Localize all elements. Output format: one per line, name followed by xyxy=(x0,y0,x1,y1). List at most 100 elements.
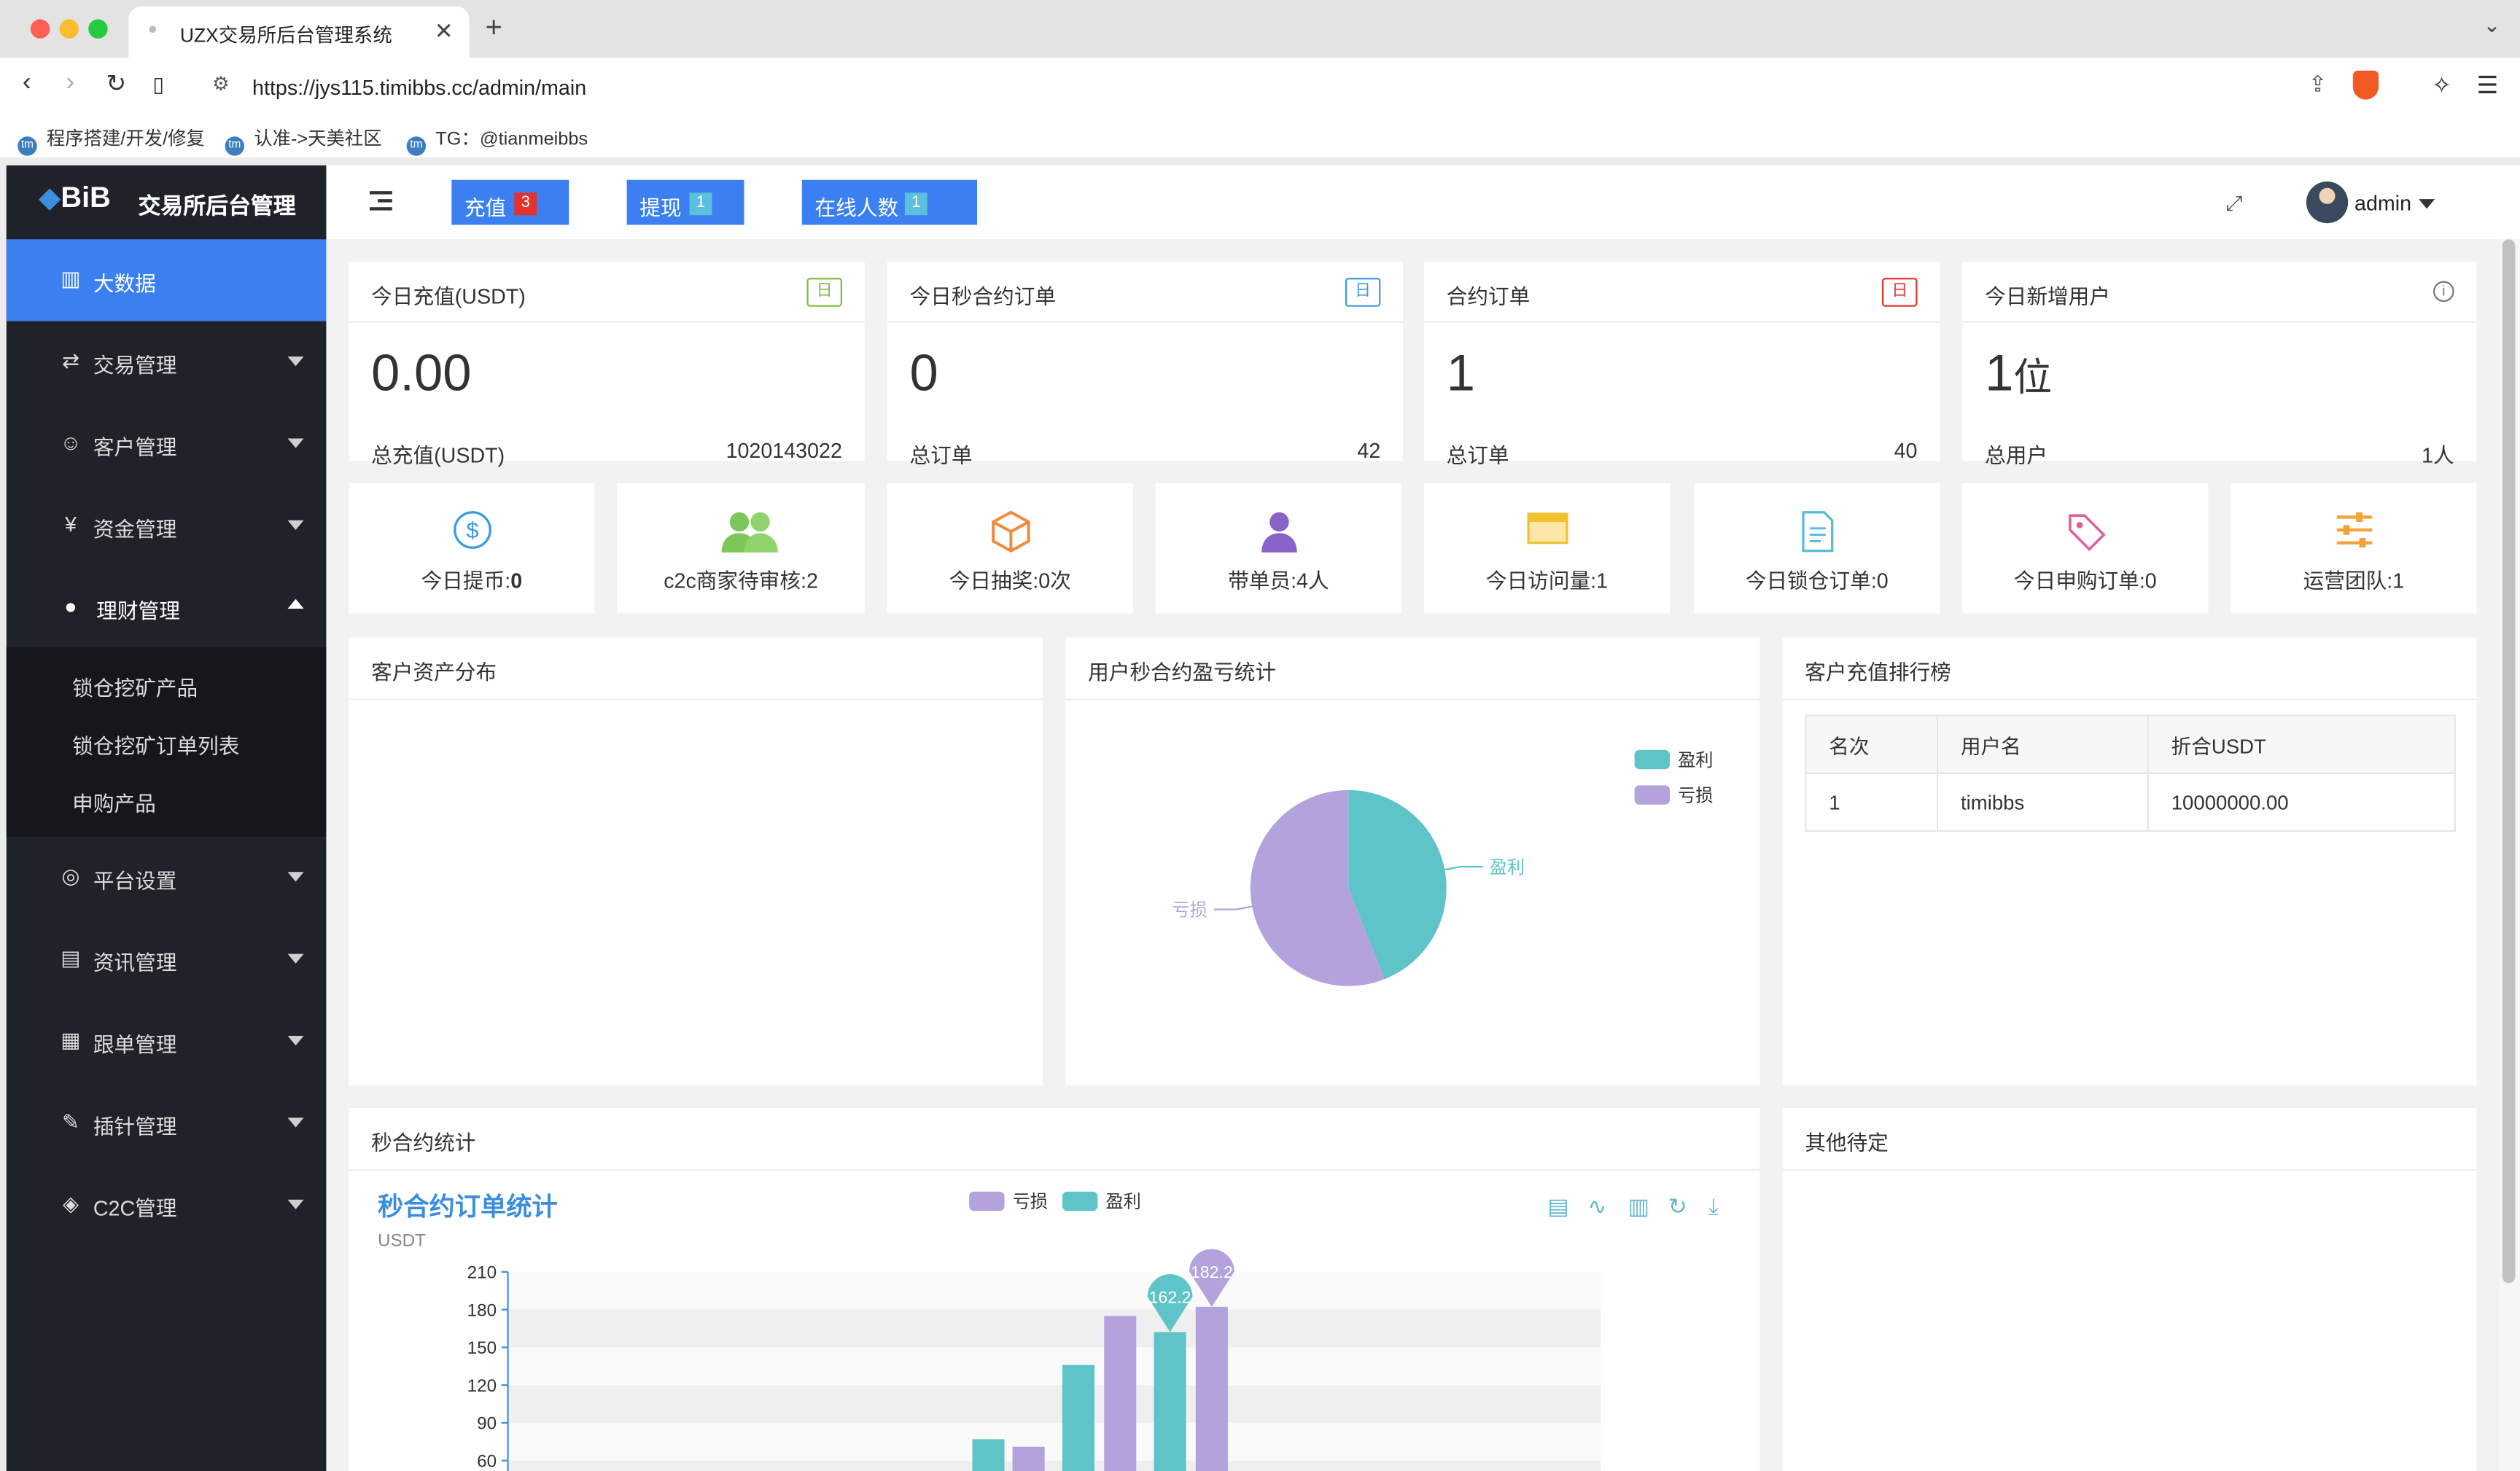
mini-card-c2c-merchants[interactable]: c2c商家待审核:2 xyxy=(617,483,865,614)
bookmark-favicon-icon: tm xyxy=(18,136,37,156)
stat-sub-value: 1人 xyxy=(2422,443,2454,468)
sidebar-item-c2c[interactable]: ◈ C2C管理 xyxy=(7,1164,327,1246)
table-row: 1 timibbs 10000000.00 xyxy=(1805,772,2456,832)
withdraw-chip[interactable]: 提现 1 xyxy=(626,179,744,225)
menu-icon[interactable]: ☰ xyxy=(2476,72,2499,100)
vertical-scrollbar[interactable] xyxy=(2499,239,2520,1471)
bookmark-item[interactable]: tm 程序搭建/开发/修复 xyxy=(18,125,205,156)
legend-label: 亏损 xyxy=(1013,1193,1048,1212)
day-tag: 日 xyxy=(806,278,842,307)
panel-title: 客户充值排行榜 xyxy=(1805,660,1951,684)
settings-icon: ◎ xyxy=(61,864,80,889)
bar-chart-icon[interactable]: ▥ xyxy=(1628,1194,1649,1220)
chevron-down-icon xyxy=(287,520,304,531)
avatar[interactable] xyxy=(2306,181,2349,224)
minimize-window-button[interactable] xyxy=(59,19,79,39)
day-tag: 日 xyxy=(1882,278,1918,307)
mini-card-subscription-orders[interactable]: 今日申购订单:0 xyxy=(1962,483,2209,614)
share-icon[interactable]: ⇪ xyxy=(2308,70,2328,97)
y-axis-unit: USDT xyxy=(378,1231,426,1251)
recharge-chip[interactable]: 充值 3 xyxy=(451,179,569,225)
pie-label-line xyxy=(1213,905,1253,910)
sidebar-item-copy-trading[interactable]: ▦ 跟单管理 xyxy=(7,1001,327,1082)
stat-value: 0.00 xyxy=(371,343,472,402)
legend-label: 盈利 xyxy=(1105,1193,1140,1212)
sidebar-item-trade[interactable]: ⇄ 交易管理 xyxy=(7,321,327,403)
app-logo[interactable]: ◆BiB 交易所后台管理 xyxy=(6,165,327,240)
mini-card-traders[interactable]: 带单员:4人 xyxy=(1155,483,1401,614)
line-chart-icon[interactable]: ∿ xyxy=(1588,1194,1607,1220)
sidebar-item-customers[interactable]: ☺ 客户管理 xyxy=(7,403,327,485)
bookmark-icon[interactable]: ▯ xyxy=(152,72,165,97)
y-tick-label: 60 xyxy=(477,1452,497,1471)
browser-tab[interactable]: ● UZX交易所后台管理系统 ✕ xyxy=(128,6,470,58)
online-users-chip[interactable]: 在线人数 1 xyxy=(801,179,978,225)
stat-sub-value: 1020143022 xyxy=(726,438,842,463)
address-toolbar: ‹ › ↻ ▯ ⚙ https://jys115.timibbs.cc/admi… xyxy=(0,58,2520,116)
download-icon[interactable]: ⤓ xyxy=(1708,1194,1719,1220)
sidebar-item-wealth[interactable]: ● 理财管理 xyxy=(7,567,327,649)
mini-card-lottery[interactable]: 今日抽奖:0次 xyxy=(887,483,1133,614)
user-dropdown-caret-icon[interactable] xyxy=(2419,199,2435,209)
chip-label: 充值 xyxy=(464,195,507,220)
sidebar-item-news[interactable]: ▤ 资讯管理 xyxy=(7,918,327,1000)
close-tab-icon[interactable]: ✕ xyxy=(434,17,454,44)
mini-card-operations-team[interactable]: 运营团队:1 xyxy=(2231,483,2477,614)
grid-band xyxy=(508,1460,1601,1471)
url-field[interactable]: ⚙ https://jys115.timibbs.cc/admin/main ⇪ xyxy=(199,66,2411,107)
ai-sparkle-icon[interactable]: ✧ xyxy=(2431,72,2452,100)
table-header-row: 名次 用户名 折合USDT xyxy=(1805,714,2456,774)
restore-icon[interactable]: ↻ xyxy=(1668,1194,1687,1220)
sidebar-item-label: 客户管理 xyxy=(93,435,177,460)
bookmark-item[interactable]: tm TG：@tianmeibbs xyxy=(406,125,588,156)
sidebar-item-funds[interactable]: ¥ 资金管理 xyxy=(7,485,327,566)
news-icon: ▤ xyxy=(61,945,81,970)
site-settings-icon[interactable]: ⚙ xyxy=(211,72,230,95)
fullscreen-icon[interactable]: ⤢ xyxy=(2225,191,2243,216)
tab-menu-chevron-icon[interactable]: ⌄ xyxy=(2483,12,2501,37)
close-window-button[interactable] xyxy=(30,19,50,39)
mini-card-visits[interactable]: 今日访问量:1 xyxy=(1423,483,1671,614)
new-tab-icon[interactable]: + xyxy=(485,11,502,44)
sidebar-item-platform-settings[interactable]: ◎ 平台设置 xyxy=(7,837,327,918)
sidebar-item-big-data[interactable]: ▥ 大数据 xyxy=(6,239,327,321)
browser-tab-bar: ● UZX交易所后台管理系统 ✕ + ⌄ xyxy=(0,0,2520,58)
mini-card-withdraw[interactable]: $ 今日提币:0 xyxy=(349,483,595,614)
bookmarks-bar: tm 程序搭建/开发/修复 tm 认准->天美社区 tm TG：@tianmeibbs xyxy=(0,115,2520,157)
info-icon[interactable]: i xyxy=(2433,281,2454,303)
bar xyxy=(1062,1365,1094,1471)
mini-label: 今日提币:0 xyxy=(421,568,523,593)
table-cell: 10000000.00 xyxy=(2147,772,2456,832)
data-view-icon[interactable]: ▤ xyxy=(1548,1194,1569,1220)
sidebar-item-pin[interactable]: ✎ 插针管理 xyxy=(7,1082,327,1164)
submenu-item-lock-mining-products[interactable]: 锁仓挖矿产品 xyxy=(72,676,198,701)
y-tick-label: 150 xyxy=(467,1338,497,1358)
mini-card-lock-orders[interactable]: 今日锁仓订单:0 xyxy=(1694,483,1940,614)
stat-sub-value: 42 xyxy=(1357,438,1381,463)
stat-value: 0 xyxy=(909,343,938,402)
mini-label: 今日锁仓订单:0 xyxy=(1745,568,1889,593)
username[interactable]: admin xyxy=(2354,191,2412,216)
scrollbar-thumb[interactable] xyxy=(2502,239,2516,1284)
forward-icon[interactable]: › xyxy=(66,69,75,97)
submenu-item-subscription-products[interactable]: 申购产品 xyxy=(72,792,156,816)
brave-shield-icon[interactable] xyxy=(2352,70,2379,100)
maximize-window-button[interactable] xyxy=(88,19,108,39)
legend-label: 亏损 xyxy=(1678,786,1713,805)
reload-icon[interactable]: ↻ xyxy=(106,70,127,98)
ranking-table: 名次 用户名 折合USDT 1 timibbs 10000000.00 xyxy=(1805,714,2456,832)
panel-title: 其他待定 xyxy=(1805,1130,1889,1155)
stat-sub-label: 总订单 xyxy=(1446,443,1509,468)
collapse-menu-icon[interactable] xyxy=(369,190,392,212)
table-cell: 1 xyxy=(1805,772,1939,832)
app-name: 交易所后台管理 xyxy=(138,192,296,219)
chevron-down-icon xyxy=(287,438,304,448)
grid-band xyxy=(508,1422,1601,1461)
stat-title: 合约订单 xyxy=(1446,284,1531,308)
panel-title: 用户秒合约盈亏统计 xyxy=(1088,660,1277,684)
sidebar-item-label: 平台设置 xyxy=(93,868,177,893)
back-icon[interactable]: ‹ xyxy=(22,69,31,97)
chevron-down-icon xyxy=(287,356,304,367)
bookmark-item[interactable]: tm 认准->天美社区 xyxy=(225,125,382,156)
submenu-item-lock-mining-orders[interactable]: 锁仓挖矿订单列表 xyxy=(72,733,240,758)
